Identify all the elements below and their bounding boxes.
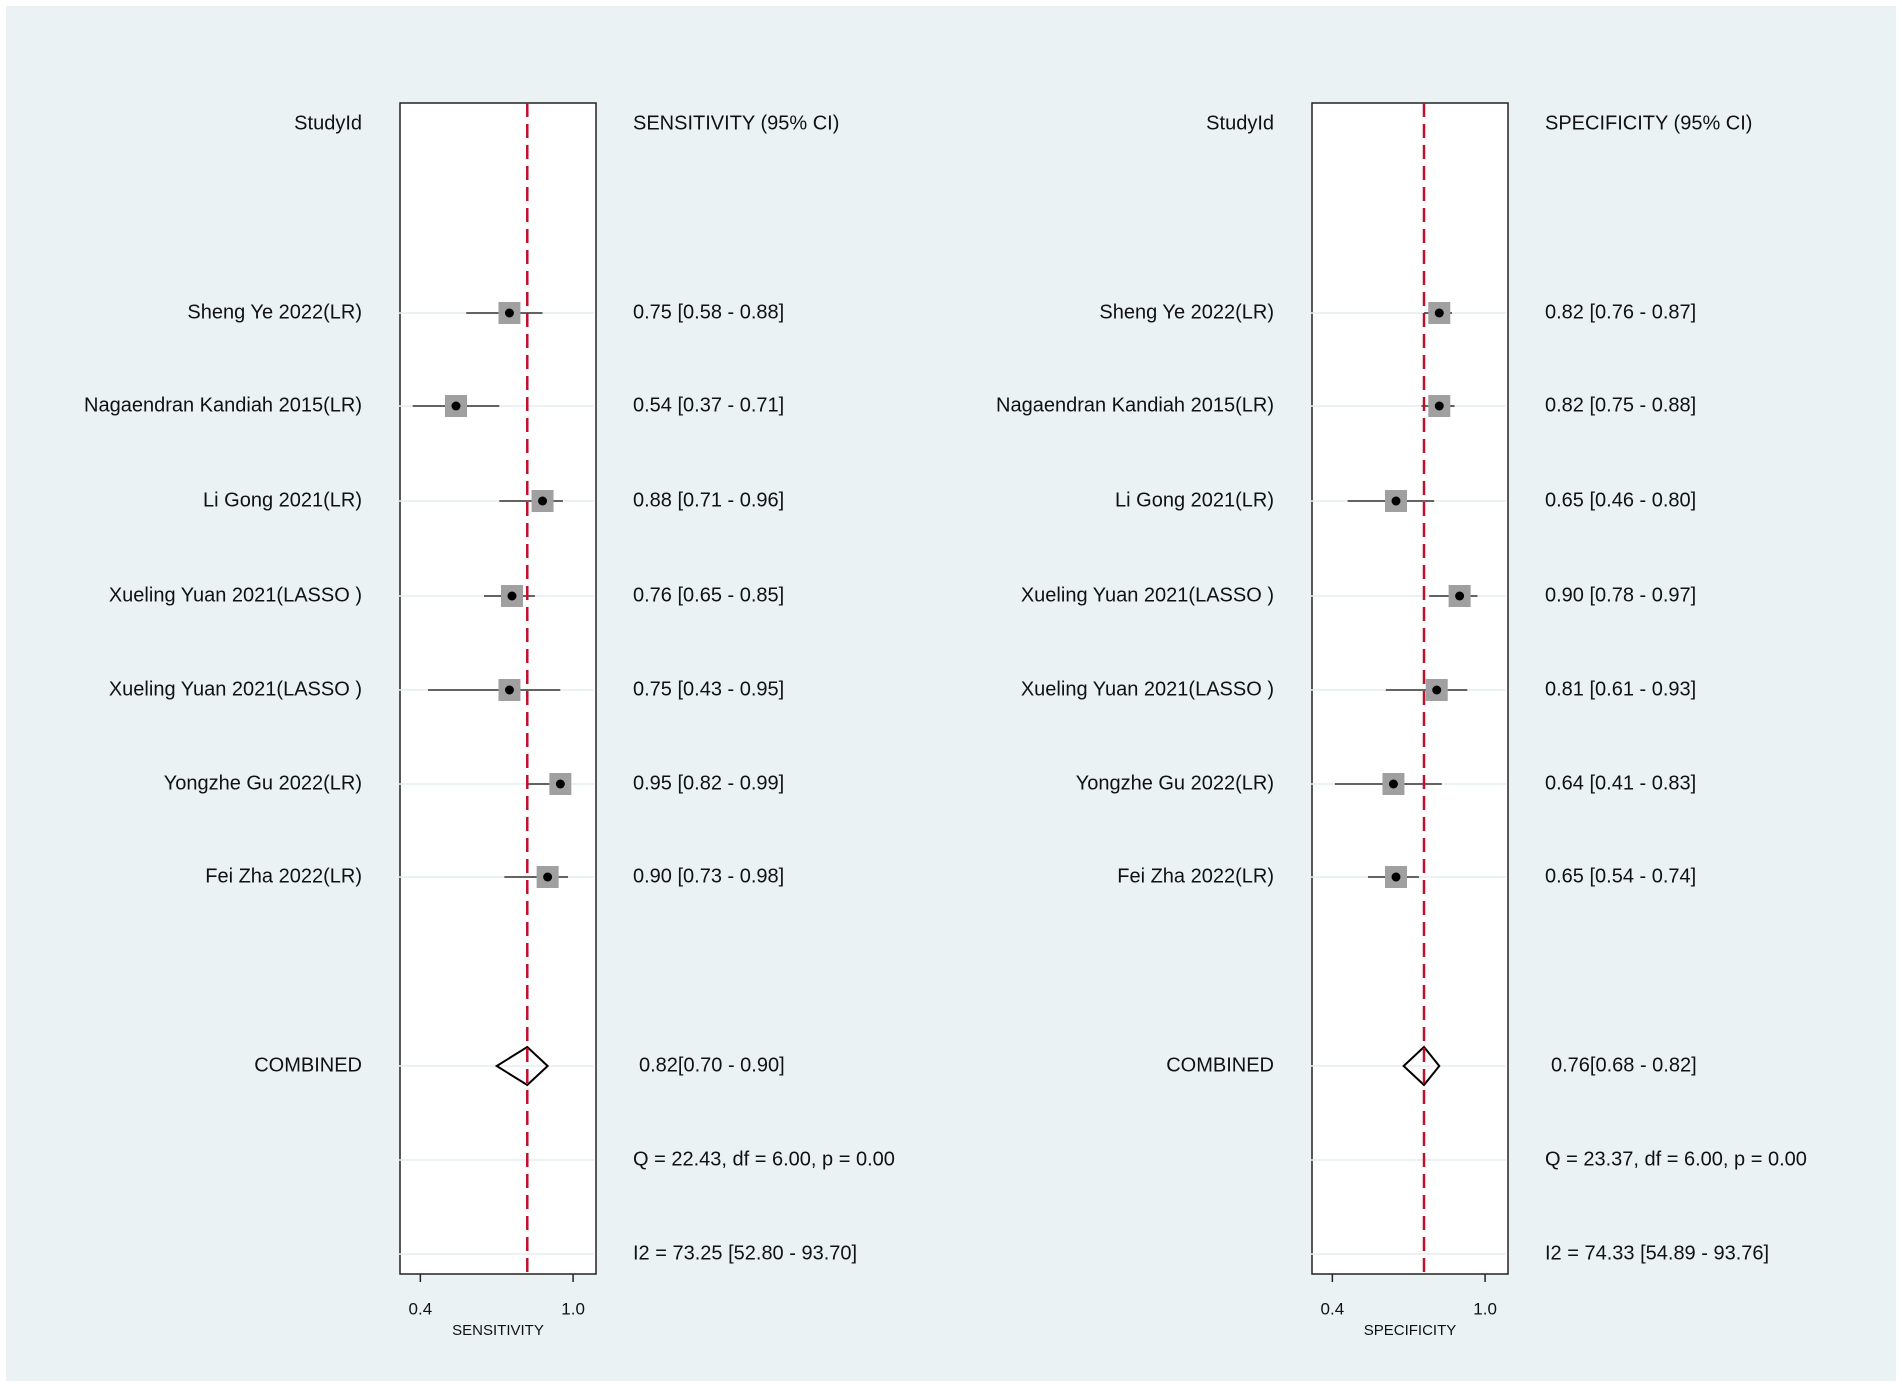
heterogeneity-stat: I2 = 73.25 [52.80 - 93.70] [633,1242,857,1264]
ci-header: SENSITIVITY (95% CI) [633,112,839,134]
study-label: Yongzhe Gu 2022(LR) [164,772,362,794]
point-estimate [1432,685,1442,695]
point-estimate [1455,591,1465,601]
x-tick-label: 1.0 [561,1299,585,1318]
study-label: Fei Zha 2022(LR) [205,865,362,887]
ci-label: 0.75 [0.58 - 0.88] [633,301,784,323]
ci-label: 0.64 [0.41 - 0.83] [1545,772,1696,794]
ci-label: 0.76 [0.65 - 0.85] [633,584,784,606]
point-estimate [451,401,461,411]
study-label: Yongzhe Gu 2022(LR) [1076,772,1274,794]
ci-label: 0.90 [0.78 - 0.97] [1545,584,1696,606]
heterogeneity-stat: I2 = 74.33 [54.89 - 93.76] [1545,1242,1769,1264]
ci-label: 0.82 [0.76 - 0.87] [1545,301,1696,323]
ci-label: 0.75 [0.43 - 0.95] [633,678,784,700]
combined-diamond [494,1045,550,1087]
study-label: Xueling Yuan 2021(LASSO ) [1021,678,1274,700]
point-estimate [1391,872,1401,882]
study-label: Sheng Ye 2022(LR) [187,301,362,323]
point-estimate [504,308,514,318]
plot-area [1311,102,1509,1275]
background [6,6,1896,1381]
x-axis-label: SENSITIVITY [452,1322,544,1339]
combined-diamond [1402,1045,1441,1087]
heterogeneity-stat: Q = 22.43, df = 6.00, p = 0.00 [633,1148,895,1170]
point-estimate [538,496,548,506]
point-estimate [1434,308,1444,318]
combined-name: COMBINED [254,1054,362,1076]
ci-label: 0.82 [0.75 - 0.88] [1545,394,1696,416]
x-tick-label: 0.4 [1321,1299,1345,1318]
ci-label: 0.65 [0.54 - 0.74] [1545,865,1696,887]
ci-label: 0.54 [0.37 - 0.71] [633,394,784,416]
point-estimate [1434,401,1444,411]
heterogeneity-stat: Q = 23.37, df = 6.00, p = 0.00 [1545,1148,1807,1170]
study-label: Li Gong 2021(LR) [203,489,362,511]
ci-label: 0.88 [0.71 - 0.96] [633,489,784,511]
combined-label: 0.82[0.70 - 0.90] [639,1054,785,1076]
point-estimate [504,685,514,695]
plot-area [399,102,597,1275]
study-header: StudyId [294,112,362,134]
study-label: Xueling Yuan 2021(LASSO ) [109,678,362,700]
x-axis-label: SPECIFICITY [1364,1322,1457,1339]
combined-label: 0.76[0.68 - 0.82] [1551,1054,1697,1076]
point-estimate [543,872,553,882]
ci-label: 0.90 [0.73 - 0.98] [633,865,784,887]
study-label: Sheng Ye 2022(LR) [1099,301,1274,323]
ci-header: SPECIFICITY (95% CI) [1545,112,1752,134]
combined-name: COMBINED [1166,1054,1274,1076]
ci-label: 0.65 [0.46 - 0.80] [1545,489,1696,511]
study-label: Nagaendran Kandiah 2015(LR) [996,394,1274,416]
study-label: Nagaendran Kandiah 2015(LR) [84,394,362,416]
point-estimate [1388,779,1398,789]
study-label: Xueling Yuan 2021(LASSO ) [1021,584,1274,606]
point-estimate [507,591,517,601]
study-header: StudyId [1206,112,1274,134]
point-estimate [1391,496,1401,506]
ci-label: 0.95 [0.82 - 0.99] [633,772,784,794]
study-label: Fei Zha 2022(LR) [1117,865,1274,887]
x-tick-label: 1.0 [1473,1299,1497,1318]
point-estimate [555,779,565,789]
x-tick-label: 0.4 [409,1299,433,1318]
ci-label: 0.81 [0.61 - 0.93] [1545,678,1696,700]
study-label: Xueling Yuan 2021(LASSO ) [109,584,362,606]
study-label: Li Gong 2021(LR) [1115,489,1274,511]
